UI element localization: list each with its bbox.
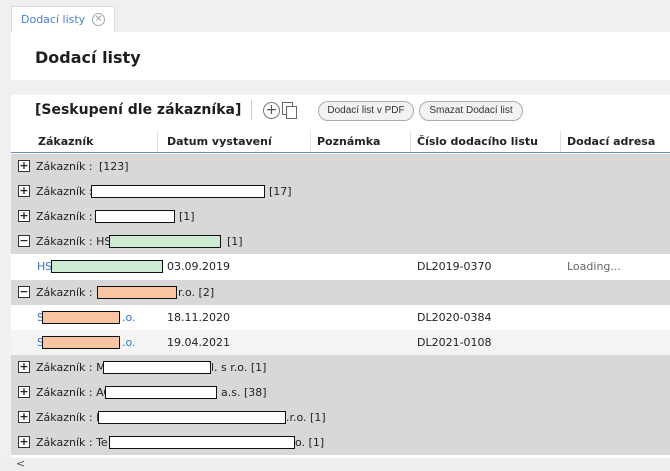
redaction-box: [97, 286, 177, 299]
redaction-box: [95, 210, 175, 223]
expand-icon[interactable]: +: [18, 410, 30, 423]
column-header-row: Zákazník Datum vystavení Poznámka Číslo …: [11, 131, 670, 153]
group-count: [1]: [179, 210, 195, 223]
group-label: Zákazník :: [36, 210, 93, 223]
page-header: Dodací listy: [11, 32, 670, 80]
group-label: Zákazník : Te: [36, 436, 108, 449]
tab-label: Dodací listy: [21, 13, 86, 26]
group-count: [123]: [99, 160, 129, 173]
toolbar-divider: [251, 100, 252, 120]
column-customer[interactable]: Zákazník: [32, 131, 158, 152]
redaction-box: [42, 311, 120, 324]
chevron-left-icon[interactable]: <: [16, 457, 26, 470]
page-title: Dodací listy: [35, 48, 141, 67]
customer-link[interactable]: HS: [37, 260, 53, 273]
group-row[interactable]: + Zákazník : K .r.o. [1]: [11, 405, 670, 430]
group-row[interactable]: − Zákazník : S r.o. [2]: [11, 280, 670, 305]
date-cell: 18.11.2020: [167, 311, 230, 324]
group-label: Zákazník :: [36, 185, 93, 198]
group-count: .r.o. [1]: [286, 411, 326, 424]
delete-button[interactable]: Smazat Dodací list: [419, 101, 523, 121]
number-cell: DL2021-0108: [417, 336, 492, 349]
column-address[interactable]: Dodací adresa: [567, 135, 656, 148]
redaction-box: [91, 185, 265, 198]
redaction-box: [51, 260, 163, 273]
collapse-icon[interactable]: −: [18, 285, 30, 298]
redaction-box: [109, 235, 221, 248]
group-count: r.o. [2]: [178, 286, 215, 299]
group-row[interactable]: + Zákazník : [123]: [11, 154, 670, 179]
number-cell: DL2020-0384: [417, 311, 492, 324]
redaction-box: [98, 411, 286, 424]
column-number[interactable]: Číslo dodacího listu: [411, 131, 561, 152]
group-count: [17]: [269, 185, 292, 198]
group-row[interactable]: + Zákazník : AG a.s. [38]: [11, 380, 670, 405]
column-date[interactable]: Datum vystavení: [161, 131, 311, 152]
group-row[interactable]: − Zákazník : HS [1]: [11, 229, 670, 254]
expand-icon[interactable]: +: [18, 360, 30, 373]
copy-icon[interactable]: [280, 100, 300, 120]
address-cell: Loading...: [567, 260, 621, 273]
customer-link[interactable]: S: [37, 336, 44, 349]
table-row[interactable]: HS 03.09.2019 DL2019-0370 Loading...: [11, 254, 670, 280]
table-row[interactable]: S .o. 18.11.2020 DL2020-0384: [11, 305, 670, 330]
group-label: Zákazník : AG: [36, 386, 112, 399]
grid-panel: [Seskupení dle zákazníka] + Dodací list …: [11, 95, 670, 461]
date-cell: 19.04.2021: [167, 336, 230, 349]
collapse-icon[interactable]: −: [18, 234, 30, 247]
redaction-box: [105, 386, 217, 399]
group-count: l. s r.o. [1]: [211, 361, 267, 374]
pdf-button[interactable]: Dodací list v PDF: [318, 101, 414, 121]
date-cell: 03.09.2019: [167, 260, 230, 273]
group-row[interactable]: + Zákazník : Te o. [1]: [11, 430, 670, 455]
expand-icon[interactable]: +: [18, 159, 30, 172]
column-note[interactable]: Poznámka: [311, 131, 411, 152]
redaction-box: [42, 336, 120, 349]
group-count: [1]: [227, 235, 243, 248]
close-icon[interactable]: ×: [92, 13, 105, 26]
expand-icon[interactable]: +: [18, 435, 30, 448]
group-label: Zákazník : HS: [36, 235, 112, 248]
number-cell: DL2019-0370: [417, 260, 492, 273]
grouping-title: [Seskupení dle zákazníka]: [35, 102, 242, 118]
tab-dodaci-listy[interactable]: Dodací listy ×: [11, 6, 115, 33]
expand-icon[interactable]: +: [18, 209, 30, 222]
expand-icon[interactable]: +: [18, 184, 30, 197]
customer-link-suffix[interactable]: .o.: [122, 336, 136, 349]
group-row[interactable]: + Zákazník : [17]: [11, 179, 670, 204]
group-count: o. [1]: [295, 436, 325, 449]
group-label: Zákazník : M: [36, 361, 106, 374]
redaction-box: [103, 361, 211, 374]
tab-strip: Dodací listy ×: [0, 0, 670, 33]
group-label: Zákazník : S: [36, 286, 104, 299]
expand-icon[interactable]: +: [18, 385, 30, 398]
group-label: Zákazník : K: [36, 411, 104, 424]
redaction-box: [109, 436, 295, 449]
horizontal-scrollbar[interactable]: <: [0, 457, 670, 471]
group-count: a.s. [38]: [221, 386, 267, 399]
customer-link[interactable]: S: [37, 311, 44, 324]
add-icon[interactable]: +: [263, 102, 280, 119]
group-row[interactable]: + Zákazník : M l. s r.o. [1]: [11, 355, 670, 380]
customer-link-suffix[interactable]: .o.: [122, 311, 136, 324]
group-label: Zákazník :: [36, 160, 93, 173]
table-row[interactable]: S .o. 19.04.2021 DL2021-0108: [11, 330, 670, 355]
group-row[interactable]: + Zákazník : [1]: [11, 204, 670, 229]
